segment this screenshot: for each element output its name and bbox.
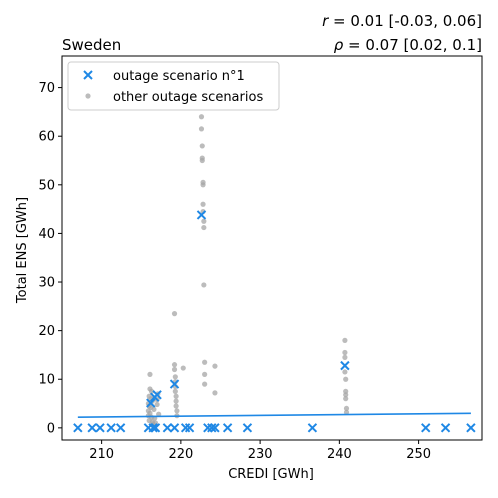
other-scenario-point — [343, 376, 349, 382]
other-scenario-point — [200, 201, 206, 207]
scenario-point — [152, 390, 162, 400]
scenario-point — [150, 423, 161, 433]
other-scenario-point — [343, 409, 350, 415]
other-scenario-point — [201, 224, 207, 231]
stat-rho-symbol: ρ — [334, 36, 344, 54]
scenario-point — [73, 423, 83, 433]
other-scenario-point — [173, 403, 179, 409]
y-tick-label: 60 — [38, 130, 55, 145]
other-scenario-point — [212, 390, 218, 396]
scenario-point — [162, 423, 173, 433]
scenario-point — [210, 423, 220, 433]
scenario-point — [340, 360, 350, 371]
other-scenario-point — [202, 359, 208, 365]
scenario-point — [440, 423, 451, 433]
y-tick-label: 40 — [38, 227, 55, 242]
other-scenario-point — [171, 311, 178, 317]
other-scenario-point — [342, 337, 348, 343]
stat-r: r = 0.01 [-0.03, 0.06] — [322, 12, 482, 30]
other-scenario-point — [342, 369, 348, 375]
other-scenario-point — [154, 401, 160, 408]
stat-r-symbol: r — [322, 12, 329, 30]
legend-marker-scenario — [83, 70, 93, 80]
scenario-point — [87, 423, 97, 433]
other-scenario-point — [201, 282, 207, 288]
other-scenario-point — [199, 157, 205, 164]
other-scenario-point — [173, 398, 179, 404]
legend-box — [67, 61, 280, 111]
other-scenario-point — [172, 388, 178, 394]
x-tick-label: 220 — [168, 447, 193, 462]
scenario-point — [307, 423, 318, 433]
other-scenario-point — [172, 374, 178, 380]
scenario-point — [106, 423, 116, 433]
other-scenario-point — [148, 388, 155, 394]
y-tick-label: 70 — [38, 81, 55, 96]
scenario-point — [242, 423, 253, 433]
legend-label-scenario: outage scenario n°1 — [113, 69, 245, 84]
other-scenario-point — [147, 371, 153, 377]
stat-rho-value: = 0.07 [0.02, 0.1] — [343, 36, 482, 54]
y-tick-label: 10 — [38, 373, 55, 388]
other-scenario-point — [343, 392, 349, 398]
x-tick-label: 250 — [406, 447, 431, 462]
scenario-point — [169, 379, 180, 389]
y-tick-label: 0 — [47, 421, 55, 436]
other-scenario-point — [199, 143, 205, 149]
other-scenario-point — [212, 363, 218, 369]
other-scenario-point — [173, 393, 179, 399]
other-scenario-point — [174, 408, 180, 414]
legend: outage scenario n°1 other outage scenari… — [67, 61, 280, 111]
other-scenario-point — [180, 365, 186, 371]
other-scenario-point — [201, 218, 207, 224]
chart-title: Sweden — [62, 36, 121, 54]
scenario-point — [421, 423, 431, 433]
scenario-point — [148, 423, 158, 433]
stat-r-value: = 0.01 [-0.03, 0.06] — [328, 12, 482, 30]
x-tick-label: 240 — [327, 447, 352, 462]
legend-marker-other — [85, 93, 91, 99]
legend-x-glyph — [83, 70, 93, 80]
scenario-point — [196, 210, 207, 220]
y-tick-label: 20 — [38, 324, 55, 339]
y-axis-label: Total ENS [GWh] — [15, 197, 30, 304]
y-tick-label: 50 — [38, 178, 55, 193]
scenario-point — [466, 423, 476, 433]
other-scenario-point — [342, 354, 348, 360]
scenario-point — [184, 423, 195, 433]
scenario-point — [222, 423, 233, 433]
legend-label-other: other outage scenarios — [113, 90, 263, 105]
other-scenario-point — [156, 411, 162, 417]
x-axis-label: CREDI [GWh] — [228, 467, 314, 482]
scenario-point — [115, 423, 126, 433]
other-scenario-point — [171, 362, 178, 368]
scenario-point — [169, 423, 180, 433]
x-tick-label: 210 — [89, 447, 114, 462]
other-scenario-point — [202, 371, 208, 377]
scenario-point — [146, 398, 156, 408]
other-scenario-point — [202, 381, 208, 387]
other-scenario-point — [147, 410, 153, 416]
scenario-point — [95, 423, 105, 433]
y-tick-label: 30 — [38, 276, 55, 291]
other-scenario-point — [171, 366, 178, 373]
other-scenario-point — [343, 396, 349, 402]
plot-frame — [61, 55, 483, 441]
other-scenario-point — [200, 182, 206, 188]
other-scenario-point — [343, 405, 350, 412]
stat-rho: ρ = 0.07 [0.02, 0.1] — [334, 36, 482, 54]
plot-area — [73, 114, 476, 433]
axis-ticks: 210 220 230 240 250 0 10 20 30 40 50 60 70 — [38, 81, 431, 462]
other-scenario-point — [342, 349, 348, 356]
other-scenario-point — [198, 114, 205, 120]
x-tick-label: 230 — [248, 447, 273, 462]
other-scenario-point — [198, 126, 205, 132]
other-scenario-point — [151, 406, 157, 412]
fit-line — [77, 412, 471, 418]
scenario-point — [207, 423, 217, 433]
